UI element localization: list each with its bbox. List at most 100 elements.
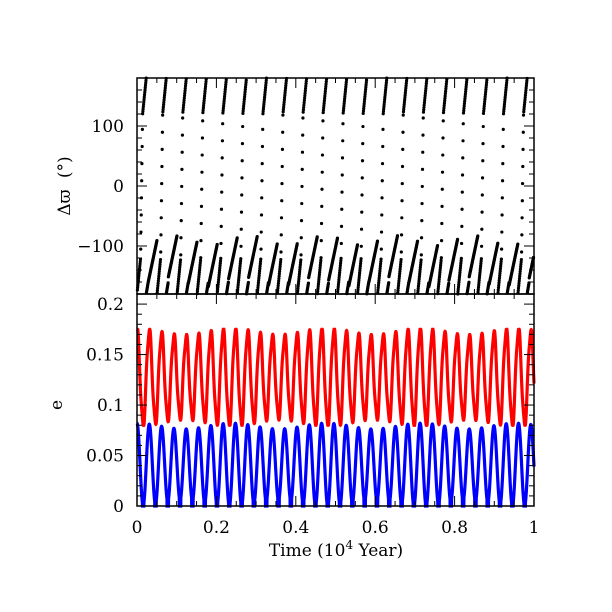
- top-phase-point: [500, 196, 504, 200]
- top-phase-point: [459, 259, 463, 263]
- top-phase-point: [283, 86, 288, 90]
- top-phase-point: [304, 79, 308, 83]
- bottom-xtick-label: 0: [132, 518, 143, 538]
- top-phase-point: [480, 244, 484, 248]
- top-phase-point: [464, 87, 468, 91]
- top-phase-point: [404, 79, 409, 83]
- top-phase-point: [156, 281, 160, 285]
- top-phase-point: [243, 92, 247, 96]
- top-phase-point: [483, 97, 487, 101]
- top-phase-point: [181, 108, 185, 112]
- top-phase-point: [177, 277, 181, 281]
- top-phase-point: [418, 267, 422, 272]
- bottom-ytick-label: 0.15: [86, 346, 124, 366]
- top-phase-point: [523, 98, 527, 102]
- top-phase-point: [196, 280, 200, 284]
- top-phase-point: [464, 82, 468, 87]
- top-phase-point: [317, 272, 321, 277]
- top-phase-point: [380, 196, 384, 200]
- top-phase-point: [420, 201, 424, 206]
- top-phase-point: [316, 287, 320, 291]
- top-phase-point: [261, 107, 265, 111]
- top-phase-point: [362, 99, 366, 104]
- top-phase-point: [296, 289, 300, 293]
- top-phase-point: [356, 285, 360, 289]
- top-phase-point: [381, 144, 385, 149]
- top-phase-point: [321, 108, 326, 112]
- top-phase-point: [437, 275, 442, 279]
- top-phase-point: [220, 173, 224, 177]
- top-phase-point: [520, 199, 524, 203]
- top-phase-point: [498, 267, 503, 271]
- top-phase-point: [159, 250, 163, 254]
- top-phase-point: [257, 274, 261, 278]
- top-phase-point: [217, 278, 221, 282]
- top-phase-point: [201, 119, 205, 123]
- top-phase-point: [399, 260, 403, 264]
- top-phase-point: [181, 116, 185, 120]
- top-phase-point: [476, 290, 480, 294]
- top-phase-point: [258, 264, 262, 268]
- top-phase-point: [517, 279, 521, 283]
- top-phase-point: [444, 82, 448, 86]
- top-phase-point: [323, 91, 327, 96]
- top-phase-point: [204, 80, 208, 84]
- top-phase-point: [320, 187, 324, 191]
- top-phase-point: [438, 272, 442, 277]
- top-phase-point: [442, 108, 446, 112]
- top-phase-point: [140, 127, 144, 131]
- top-phase-point: [500, 247, 504, 251]
- top-phase-point: [458, 266, 462, 270]
- top-phase-point: [222, 94, 227, 98]
- top-phase-point: [502, 109, 506, 113]
- top-phase-point: [520, 250, 524, 254]
- top-phase-point: [204, 82, 208, 86]
- top-phase-point: [399, 257, 403, 262]
- top-phase-point: [357, 276, 361, 280]
- top-phase-point: [160, 147, 164, 151]
- top-phase-point: [378, 269, 382, 273]
- top-phase-point: [401, 110, 406, 114]
- top-phase-point: [460, 207, 464, 211]
- top-phase-point: [242, 97, 246, 101]
- top-phase-point: [499, 262, 503, 266]
- top-phase-point: [281, 107, 286, 112]
- top-phase-point: [439, 261, 443, 265]
- top-phase-point: [363, 88, 368, 92]
- top-phase-point: [236, 285, 240, 289]
- top-phase-point: [476, 288, 480, 292]
- top-phase-point: [262, 105, 266, 109]
- top-phase-point: [259, 230, 263, 234]
- top-phase-point: [476, 234, 480, 238]
- top-phase-point: [277, 276, 281, 281]
- top-phase-point: [263, 95, 267, 99]
- top-phase-point: [224, 82, 228, 87]
- bottom-xtick-label: 0.8: [441, 518, 468, 538]
- top-phase-point: [156, 279, 160, 283]
- top-phase-point: [182, 96, 186, 100]
- top-phase-point: [478, 266, 483, 270]
- top-phase-point: [518, 272, 522, 276]
- top-phase-point: [343, 94, 347, 98]
- top-phase-point: [218, 266, 222, 270]
- top-phase-point: [318, 263, 322, 267]
- top-phase-point: [176, 282, 180, 286]
- top-phase-point: [181, 110, 185, 114]
- top-phase-point: [399, 250, 403, 254]
- top-phase-point: [361, 111, 365, 115]
- top-phase-point: [223, 85, 228, 89]
- top-phase-point: [184, 82, 188, 86]
- top-phase-point: [223, 92, 227, 96]
- top-phase-point: [303, 89, 307, 93]
- top-phase-point: [503, 93, 508, 97]
- top-phase-point: [480, 227, 484, 231]
- top-phase-point: [457, 278, 461, 282]
- top-phase-point: [338, 268, 342, 272]
- top-phase-point: [437, 280, 441, 284]
- top-phase-point: [440, 170, 445, 174]
- top-ytick-label: 0: [113, 177, 124, 197]
- top-phase-point: [479, 257, 483, 261]
- top-phase-point: [136, 276, 141, 280]
- top-phase-point: [358, 261, 363, 266]
- top-phase-point: [420, 167, 425, 171]
